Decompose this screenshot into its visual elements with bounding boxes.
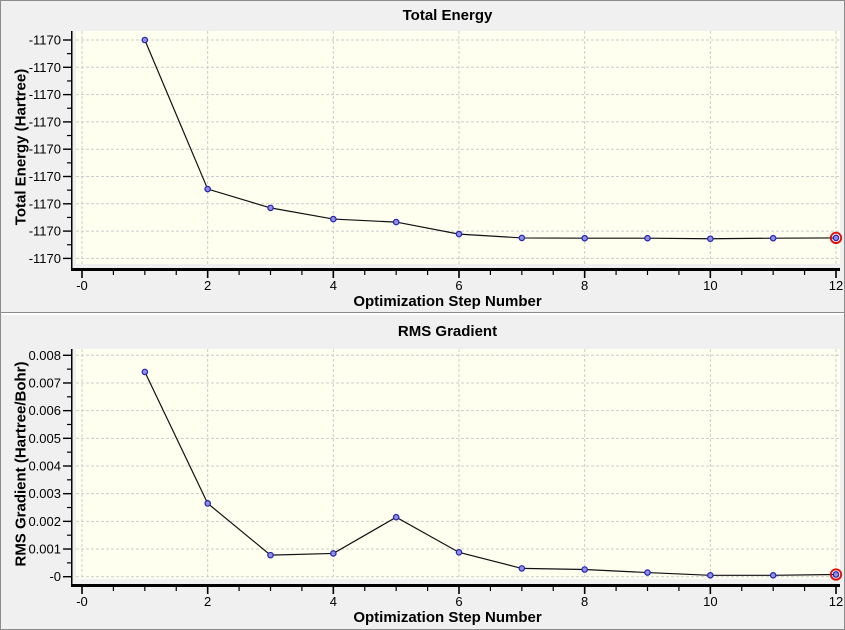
y-axis-label: Total Energy (Hartree) <box>12 68 30 226</box>
svg-text:-0: -0 <box>49 569 61 584</box>
data-point[interactable] <box>392 218 400 226</box>
x-tick-labels: -0 2 4 6 8 10 12 <box>76 594 843 609</box>
svg-text:-1170: -1170 <box>29 196 61 211</box>
data-points <box>141 36 840 243</box>
series-line <box>144 371 837 576</box>
data-point[interactable] <box>204 500 211 507</box>
svg-text:0.005: 0.005 <box>28 431 61 446</box>
x-axis-label: Optimization Step Number <box>353 609 542 626</box>
data-point[interactable] <box>204 185 211 193</box>
y-tick-labels: -1170 -1170 -1170 -1170 -1170 -1170 -1170 -1170… <box>29 33 61 266</box>
svg-text:-1170: -1170 <box>29 169 61 184</box>
svg-text:0.008: 0.008 <box>28 348 61 363</box>
svg-text:0.006: 0.006 <box>28 403 61 418</box>
data-point[interactable] <box>141 368 149 376</box>
x-axis-label: Optimization Step Number <box>353 293 542 310</box>
svg-text:2: 2 <box>204 594 211 609</box>
svg-text:12: 12 <box>829 594 843 609</box>
data-point[interactable] <box>455 549 463 556</box>
panel-separator <box>1 312 844 315</box>
total-energy-panel: -1170 -1170 -1170 -1170 -1170 -1170 -1170 -1170… <box>1 1 844 312</box>
svg-text:8: 8 <box>581 278 588 293</box>
y-axis-label: RMS Gradient (Hartree/Bohr) <box>12 361 30 567</box>
selected-point-ring <box>829 231 843 245</box>
data-point[interactable] <box>518 234 526 242</box>
data-point[interactable] <box>141 36 149 44</box>
x-axis <box>71 268 840 278</box>
data-point[interactable] <box>455 230 463 238</box>
svg-text:-0: -0 <box>76 278 88 293</box>
rms-gradient-panel: 0.008 0.007 0.006 0.005 0.004 0.003 0.002 0.001… <box>1 315 844 629</box>
data-point[interactable] <box>644 234 651 242</box>
svg-text:4: 4 <box>330 594 337 609</box>
data-point[interactable] <box>581 566 588 573</box>
y-tick-labels: 0.008 0.007 0.006 0.005 0.004 0.003 0.002 0.001… <box>28 348 61 584</box>
data-point[interactable] <box>330 215 337 223</box>
data-point[interactable] <box>769 572 777 579</box>
svg-text:10: 10 <box>703 278 717 293</box>
svg-text:12: 12 <box>829 278 843 293</box>
data-point[interactable] <box>267 551 274 559</box>
svg-text:0.003: 0.003 <box>28 486 61 501</box>
data-points <box>141 368 840 579</box>
x-tick-labels: -0 2 4 6 8 10 12 <box>76 278 843 293</box>
svg-text:-1170: -1170 <box>29 33 61 48</box>
series-line <box>144 39 837 240</box>
plot-area <box>76 349 840 579</box>
svg-text:-1170: -1170 <box>29 87 61 102</box>
y-axis <box>63 31 73 271</box>
rms-gradient-chart: 0.008 0.007 0.006 0.005 0.004 0.003 0.002 0.001… <box>28 348 843 609</box>
data-point[interactable] <box>769 234 777 242</box>
svg-text:0.002: 0.002 <box>28 514 61 529</box>
svg-text:-0: -0 <box>76 594 88 609</box>
data-point[interactable] <box>832 571 840 578</box>
svg-text:6: 6 <box>455 278 462 293</box>
data-point[interactable] <box>392 513 400 521</box>
x-axis <box>71 584 840 594</box>
data-point[interactable] <box>267 204 274 212</box>
svg-text:-1170: -1170 <box>29 251 61 266</box>
plot-area <box>76 31 840 264</box>
chart-title: Total Energy <box>402 7 493 24</box>
selected-point-ring <box>829 568 843 581</box>
chart-title: RMS Gradient <box>397 323 498 340</box>
svg-text:8: 8 <box>581 594 588 609</box>
svg-text:10: 10 <box>703 594 717 609</box>
svg-text:0.001: 0.001 <box>28 542 61 557</box>
data-point[interactable] <box>581 234 588 242</box>
data-point[interactable] <box>707 572 714 579</box>
total-energy-chart: -1170 -1170 -1170 -1170 -1170 -1170 -1170 -1170… <box>29 31 843 293</box>
svg-text:-1170: -1170 <box>29 224 61 239</box>
data-point[interactable] <box>644 569 651 576</box>
svg-text:0.004: 0.004 <box>28 459 61 474</box>
svg-text:-1170: -1170 <box>29 142 61 157</box>
svg-text:2: 2 <box>204 278 211 293</box>
svg-text:0.007: 0.007 <box>28 375 61 390</box>
data-point[interactable] <box>707 235 714 243</box>
gridlines <box>76 31 840 264</box>
data-point[interactable] <box>330 550 337 557</box>
svg-text:-1170: -1170 <box>29 60 61 75</box>
y-axis <box>63 349 73 587</box>
svg-text:4: 4 <box>330 278 337 293</box>
data-point[interactable] <box>832 234 840 242</box>
svg-text:6: 6 <box>455 594 462 609</box>
svg-text:-1170: -1170 <box>29 114 61 129</box>
data-point[interactable] <box>518 565 526 572</box>
